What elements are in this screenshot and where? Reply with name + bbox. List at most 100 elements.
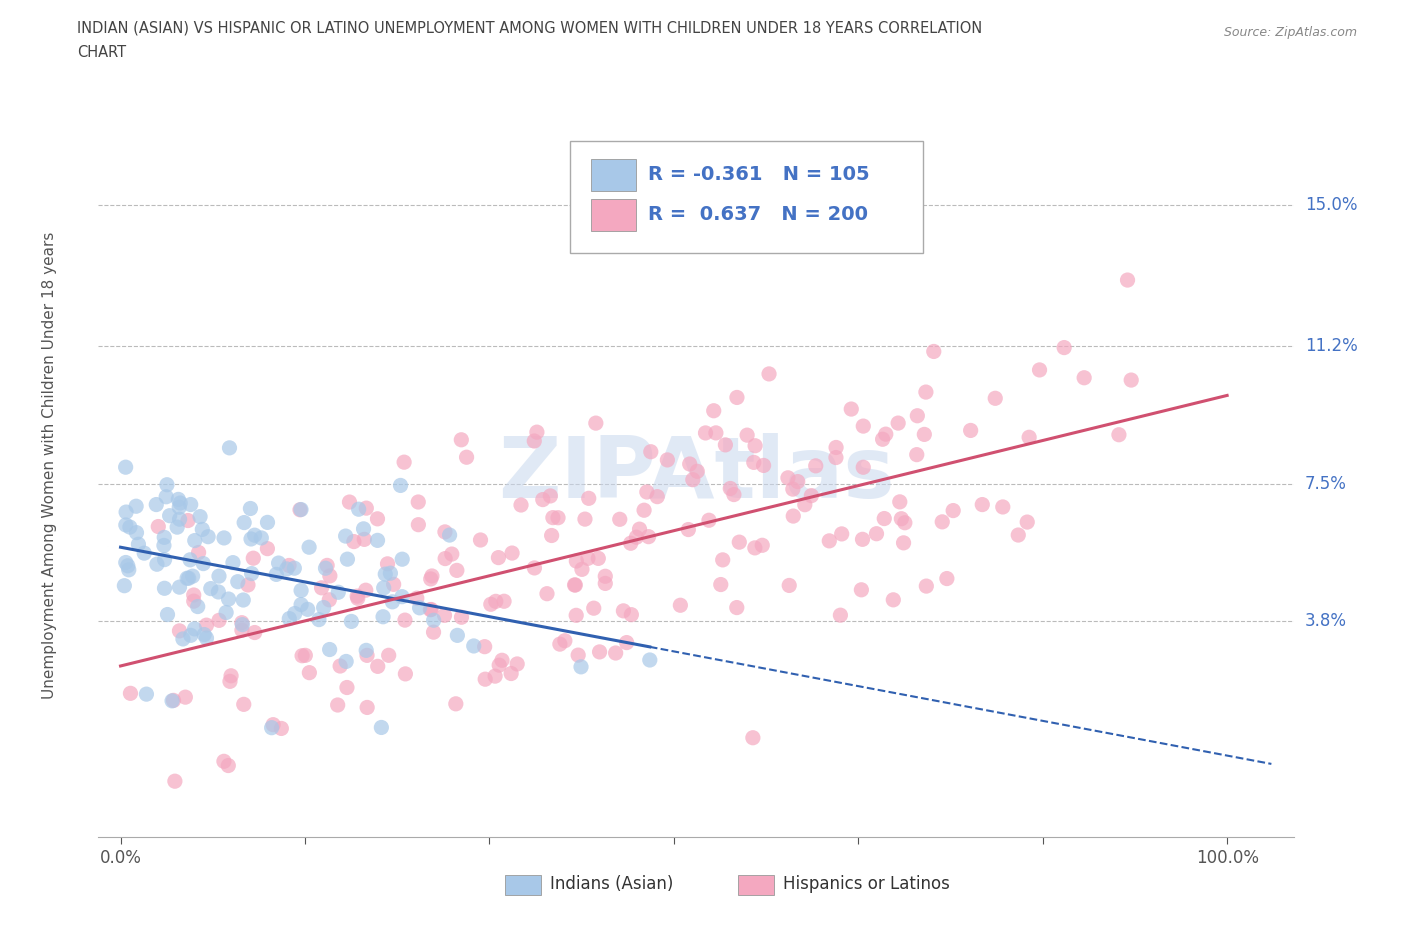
- Point: [935, 571, 957, 586]
- Point: [215, 605, 238, 620]
- Point: [343, 534, 366, 549]
- Text: R = -0.361   N = 105: R = -0.361 N = 105: [648, 166, 870, 184]
- Point: [298, 539, 321, 554]
- Point: [536, 586, 558, 601]
- Point: [167, 499, 190, 514]
- Point: [394, 667, 416, 682]
- Point: [782, 509, 804, 524]
- Point: [315, 561, 337, 576]
- Point: [193, 627, 215, 642]
- Point: [882, 592, 904, 607]
- Point: [735, 428, 758, 443]
- Point: [494, 594, 516, 609]
- Point: [153, 530, 176, 545]
- Point: [283, 561, 305, 576]
- Point: [605, 645, 627, 660]
- Point: [135, 686, 157, 701]
- Point: [959, 423, 981, 438]
- Point: [231, 618, 253, 632]
- Point: [541, 511, 564, 525]
- Point: [217, 758, 239, 773]
- Point: [682, 472, 704, 487]
- Point: [578, 491, 600, 506]
- Point: [593, 576, 616, 591]
- Point: [540, 528, 562, 543]
- Point: [377, 556, 399, 571]
- Point: [336, 680, 359, 695]
- Point: [243, 527, 266, 542]
- Point: [239, 501, 262, 516]
- Point: [278, 611, 301, 626]
- Point: [329, 658, 352, 673]
- Point: [125, 525, 148, 540]
- Point: [408, 517, 430, 532]
- Point: [422, 625, 444, 640]
- Text: 3.8%: 3.8%: [1305, 612, 1347, 631]
- Point: [156, 607, 179, 622]
- Point: [588, 644, 610, 659]
- Point: [354, 583, 377, 598]
- Text: INDIAN (ASIAN) VS HISPANIC OR LATINO UNEMPLOYMENT AMONG WOMEN WITH CHILDREN UNDE: INDIAN (ASIAN) VS HISPANIC OR LATINO UNE…: [77, 20, 983, 35]
- Point: [353, 522, 375, 537]
- Point: [125, 498, 148, 513]
- Point: [501, 666, 523, 681]
- Point: [793, 498, 815, 512]
- Point: [564, 578, 586, 592]
- Text: 11.2%: 11.2%: [1305, 337, 1357, 355]
- Point: [328, 585, 350, 600]
- Point: [645, 489, 668, 504]
- Point: [825, 440, 848, 455]
- Point: [915, 578, 938, 593]
- Point: [180, 498, 202, 512]
- Point: [176, 571, 198, 586]
- Point: [181, 569, 204, 584]
- Point: [406, 495, 429, 510]
- Point: [195, 631, 218, 645]
- Text: Hispanics or Latinos: Hispanics or Latinos: [783, 875, 950, 893]
- Point: [179, 552, 201, 567]
- Point: [180, 628, 202, 643]
- Point: [380, 565, 402, 580]
- Text: Unemployment Among Women with Children Under 18 years: Unemployment Among Women with Children U…: [42, 232, 56, 698]
- Point: [153, 552, 176, 567]
- Point: [318, 642, 340, 657]
- Point: [187, 599, 209, 614]
- Point: [392, 455, 415, 470]
- Point: [187, 545, 209, 560]
- Point: [830, 607, 852, 622]
- Point: [851, 582, 873, 597]
- Point: [163, 774, 186, 789]
- Point: [523, 561, 546, 576]
- Point: [266, 567, 288, 582]
- Point: [212, 530, 235, 545]
- Text: 7.5%: 7.5%: [1305, 474, 1347, 493]
- Point: [193, 556, 215, 571]
- Point: [711, 552, 734, 567]
- Point: [725, 600, 748, 615]
- Point: [366, 512, 388, 526]
- Point: [408, 601, 430, 616]
- Point: [741, 730, 763, 745]
- Point: [782, 482, 804, 497]
- Point: [367, 659, 389, 674]
- Point: [851, 532, 873, 547]
- Point: [710, 578, 733, 592]
- Point: [526, 425, 548, 440]
- Point: [565, 553, 588, 568]
- Point: [335, 528, 357, 543]
- Point: [419, 572, 441, 587]
- Point: [612, 604, 634, 618]
- Point: [636, 485, 658, 499]
- Point: [218, 441, 240, 456]
- Point: [391, 551, 413, 566]
- Point: [752, 458, 775, 472]
- Point: [231, 616, 253, 631]
- Point: [485, 594, 508, 609]
- Point: [1028, 363, 1050, 378]
- Point: [145, 498, 167, 512]
- Point: [433, 608, 456, 623]
- Point: [374, 566, 396, 581]
- FancyBboxPatch shape: [505, 875, 541, 895]
- FancyBboxPatch shape: [738, 875, 773, 895]
- Point: [434, 551, 457, 566]
